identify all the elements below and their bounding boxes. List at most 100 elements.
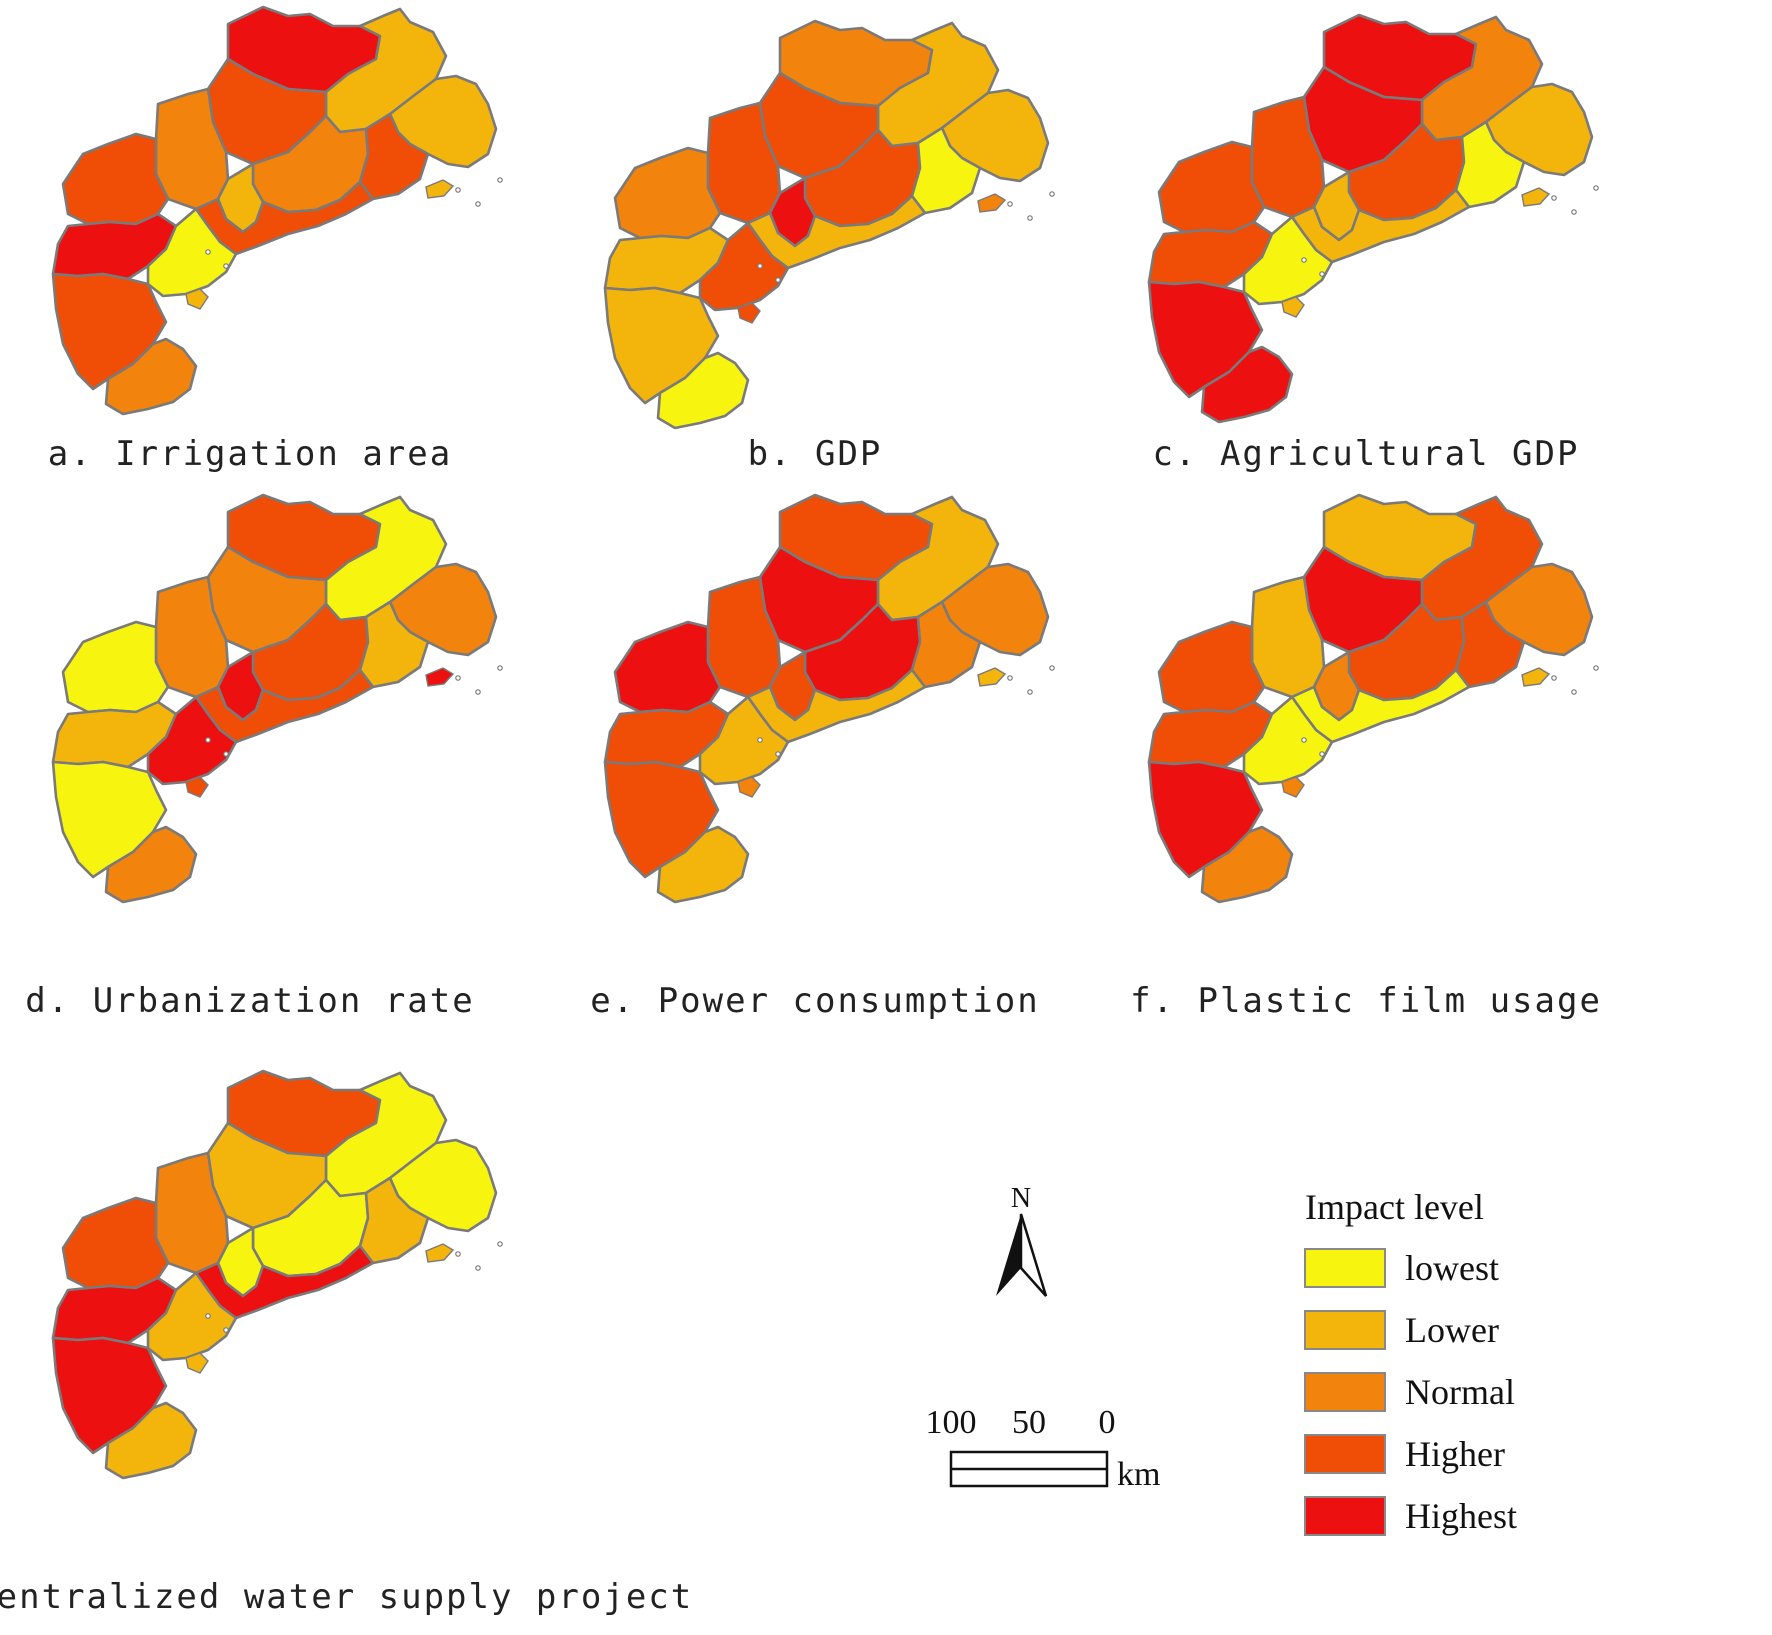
region-west bbox=[1157, 620, 1266, 714]
region-east-middle bbox=[1454, 120, 1526, 209]
scale-tick-0: 0 bbox=[1099, 1404, 1116, 1441]
region-bay-cluster bbox=[698, 221, 790, 312]
region-east-middle bbox=[910, 126, 982, 215]
islet bbox=[223, 1327, 229, 1333]
islet bbox=[1319, 271, 1325, 277]
map-panel-e bbox=[603, 493, 1055, 904]
panel-caption-c: c. Agricultural GDP bbox=[1153, 434, 1580, 474]
region-south-tip bbox=[656, 351, 750, 430]
scale-tick-50: 50 bbox=[1012, 1404, 1046, 1441]
region-south-tip bbox=[104, 825, 198, 904]
region-bay-cluster bbox=[698, 695, 790, 786]
region-west bbox=[613, 146, 722, 240]
legend-label-normal: Normal bbox=[1405, 1372, 1515, 1412]
islet bbox=[205, 249, 211, 255]
islet bbox=[1007, 675, 1013, 681]
region-south-tip bbox=[104, 337, 198, 416]
region-east-middle bbox=[1454, 600, 1526, 689]
islet bbox=[223, 751, 229, 757]
island-east-island bbox=[977, 667, 1007, 687]
region-west bbox=[61, 1196, 170, 1290]
islet bbox=[497, 177, 503, 183]
legend-swatch-highest bbox=[1304, 1496, 1386, 1536]
islet bbox=[757, 737, 763, 743]
map-panels: a. Irrigation area b. GDP c. Agricultural … bbox=[0, 5, 1602, 1617]
islet bbox=[1027, 689, 1033, 695]
islet bbox=[205, 1313, 211, 1319]
islet bbox=[1571, 209, 1577, 215]
region-bay-cluster bbox=[146, 695, 238, 786]
map-panel-d bbox=[51, 493, 503, 904]
islet bbox=[497, 665, 503, 671]
islet bbox=[475, 1265, 481, 1271]
legend-label-lower: Lower bbox=[1405, 1310, 1499, 1350]
islet bbox=[757, 263, 763, 269]
region-east-middle bbox=[358, 600, 430, 689]
islet bbox=[1593, 665, 1599, 671]
panel-caption-e: e. Power consumption bbox=[590, 981, 1039, 1021]
islet bbox=[455, 675, 461, 681]
region-bay-cluster bbox=[146, 1271, 238, 1362]
legend-swatch-lower bbox=[1304, 1310, 1386, 1350]
panel-caption-d: d. Urbanization rate bbox=[25, 981, 474, 1021]
region-bay-cluster bbox=[1242, 695, 1334, 786]
map-panel-b bbox=[603, 19, 1055, 430]
island-bay-island bbox=[185, 288, 209, 310]
islet bbox=[475, 201, 481, 207]
islet bbox=[1301, 257, 1307, 263]
island-east-island bbox=[425, 667, 455, 687]
islet bbox=[455, 187, 461, 193]
island-bay-island bbox=[737, 302, 761, 324]
legend: Impact level lowest Lower Normal Higher High… bbox=[1304, 1187, 1517, 1536]
islet bbox=[223, 263, 229, 269]
region-east-middle bbox=[910, 600, 982, 689]
panel-caption-b: b. GDP bbox=[748, 434, 883, 474]
islet bbox=[775, 277, 781, 283]
islet bbox=[205, 737, 211, 743]
region-east-middle bbox=[358, 1176, 430, 1265]
legend-title: Impact level bbox=[1305, 1187, 1484, 1227]
legend-label-highest: Highest bbox=[1405, 1496, 1517, 1536]
map-panel-a bbox=[51, 5, 503, 416]
region-bay-cluster bbox=[1242, 215, 1334, 306]
region-west bbox=[61, 620, 170, 714]
region-west bbox=[613, 620, 722, 714]
islet bbox=[1319, 751, 1325, 757]
scale-unit: km bbox=[1117, 1456, 1160, 1493]
islet bbox=[1049, 665, 1055, 671]
island-bay-island bbox=[1281, 296, 1305, 318]
region-south-tip bbox=[1200, 345, 1294, 424]
north-arrow-icon bbox=[996, 1213, 1048, 1297]
region-south-tip bbox=[656, 825, 750, 904]
island-east-island bbox=[1521, 667, 1551, 687]
island-bay-island bbox=[1281, 776, 1305, 798]
island-bay-island bbox=[185, 776, 209, 798]
legend-label-lowest: lowest bbox=[1405, 1248, 1499, 1288]
north-arrow: N bbox=[996, 1183, 1048, 1297]
islet bbox=[497, 1241, 503, 1247]
island-bay-island bbox=[737, 776, 761, 798]
island-east-island bbox=[425, 179, 455, 199]
legend-swatch-lowest bbox=[1304, 1248, 1386, 1288]
region-west bbox=[61, 132, 170, 226]
region-bay-cluster bbox=[146, 207, 238, 298]
north-arrow-letter: N bbox=[1011, 1183, 1031, 1214]
islet bbox=[1027, 215, 1033, 221]
legend-items: lowest Lower Normal Higher Highest bbox=[1304, 1248, 1517, 1536]
region-south-tip bbox=[1200, 825, 1294, 904]
map-panel-c bbox=[1147, 13, 1599, 424]
islet bbox=[1049, 191, 1055, 197]
islet bbox=[475, 689, 481, 695]
islet bbox=[1551, 195, 1557, 201]
scale-tick-100: 100 bbox=[926, 1404, 977, 1441]
panel-caption-f: f. Plastic film usage bbox=[1130, 981, 1602, 1021]
panel-caption-a: a. Irrigation area bbox=[48, 434, 452, 474]
map-panel-g bbox=[51, 1069, 503, 1480]
legend-swatch-normal bbox=[1304, 1372, 1386, 1412]
islet bbox=[1301, 737, 1307, 743]
region-west bbox=[1157, 140, 1266, 234]
island-east-island bbox=[1521, 187, 1551, 207]
islet bbox=[1551, 675, 1557, 681]
panel-caption-g: g. Centralized water supply project bbox=[0, 1577, 693, 1617]
